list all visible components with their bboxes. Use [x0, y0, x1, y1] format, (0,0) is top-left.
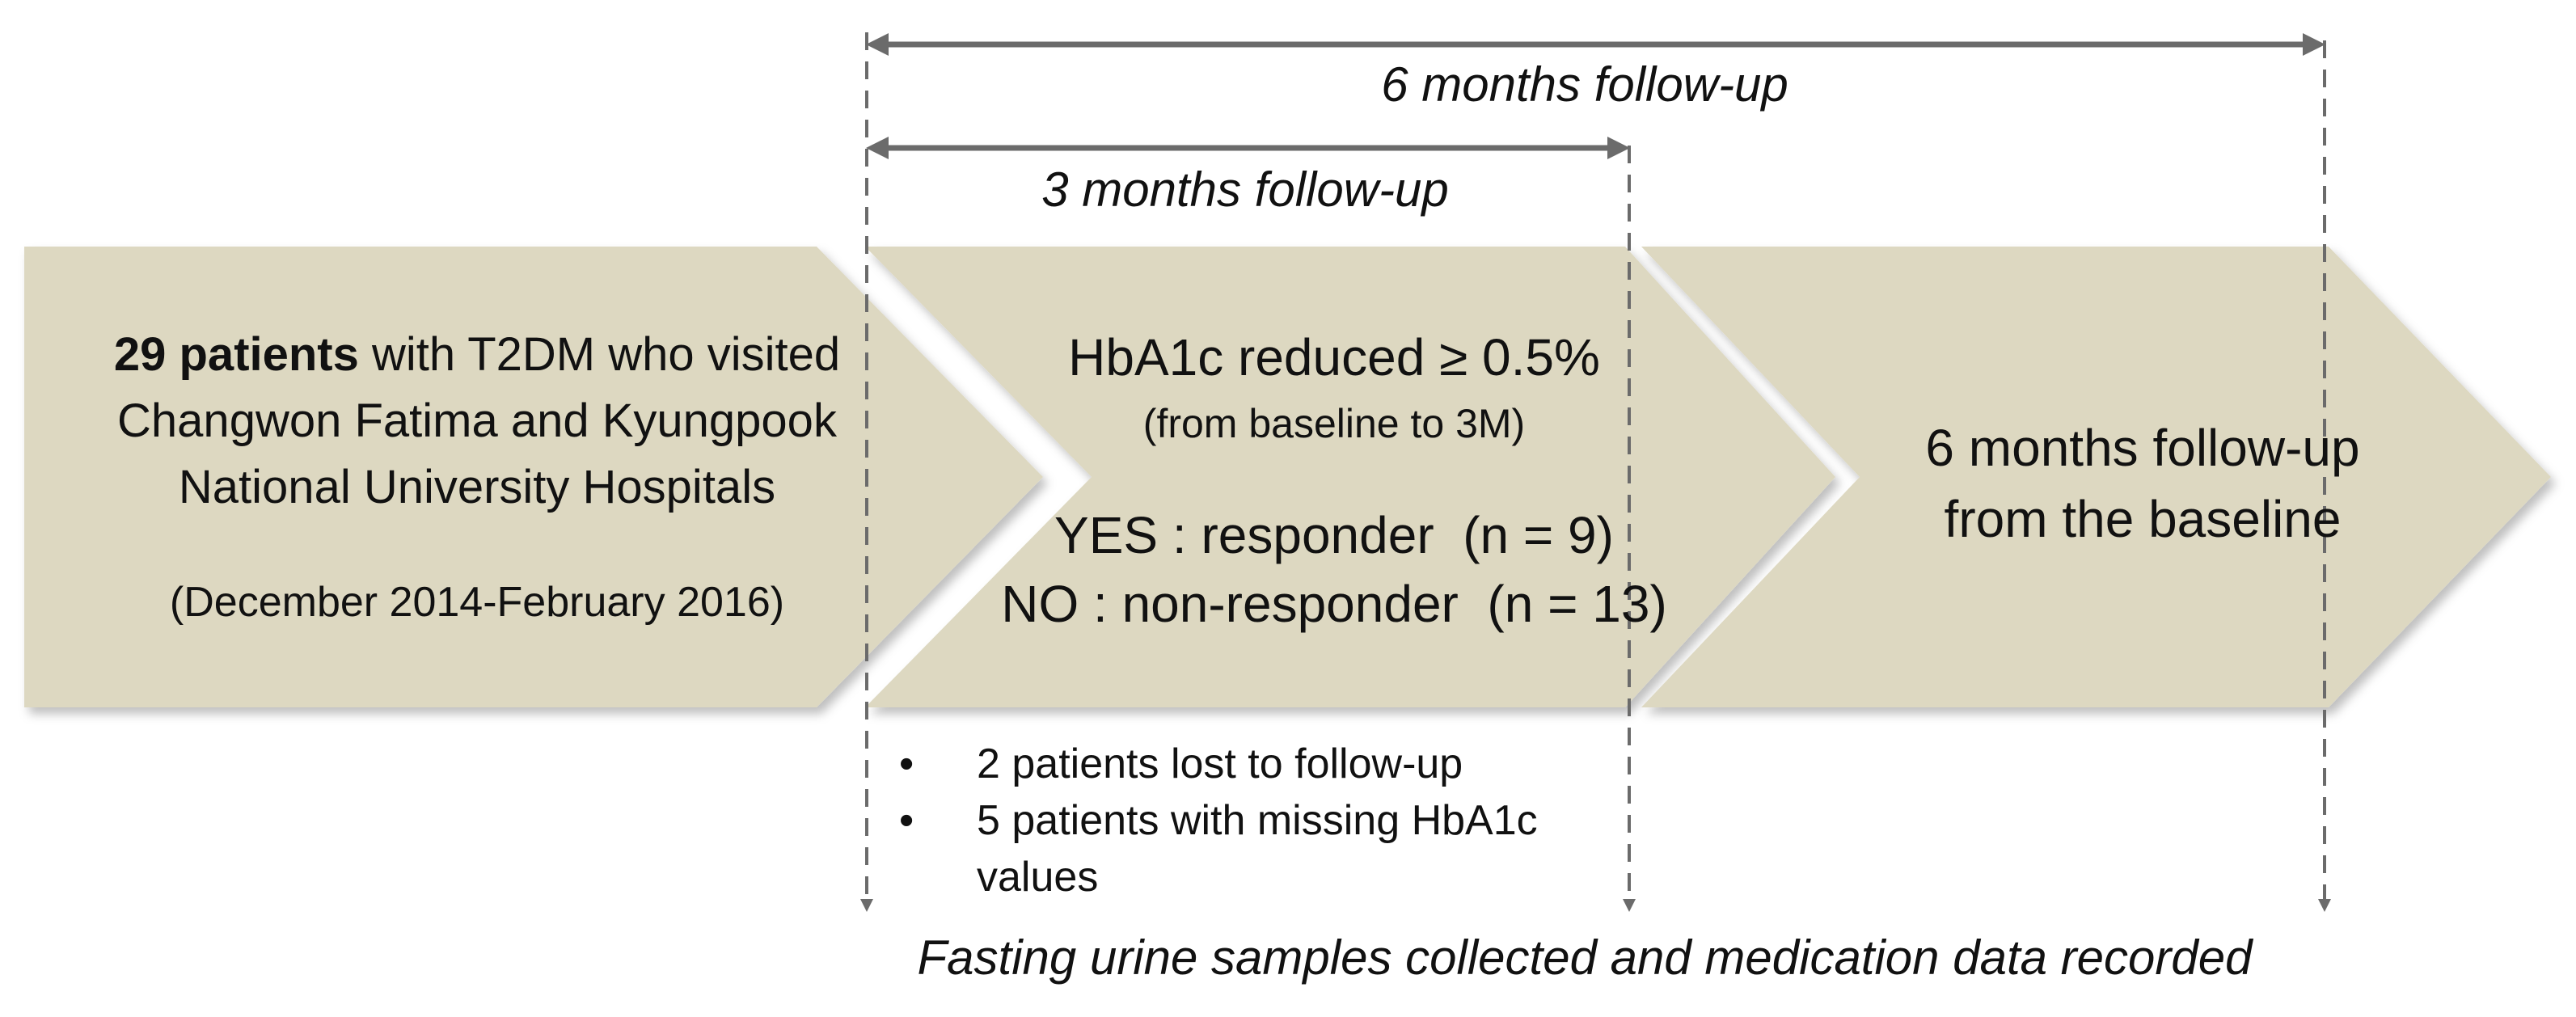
step-1-chevron	[24, 247, 1043, 707]
exclusion-item: • 5 patients with missing HbA1c values	[889, 792, 1704, 905]
step-3-text: 6 months follow-up from the baseline	[1698, 412, 2576, 555]
step-3-line-2: from the baseline	[1944, 490, 2342, 548]
step-2-chevron	[865, 247, 1835, 707]
step-2-criterion-note: (from baseline to 3M)	[1142, 401, 1526, 446]
three-month-span-label: 3 months follow-up	[1041, 162, 1449, 217]
step-1-line-2: Changwon Fatima and Kyungpook	[117, 395, 837, 447]
step-2-no-line: NO : non-responder (n = 13)	[1001, 575, 1667, 633]
step-1-text: 29 patients with T2DM who visited Changw…	[32, 322, 922, 521]
step-1-line-3: National University Hospitals	[178, 461, 776, 513]
exclusion-list: • 2 patients lost to follow-up • 5 patie…	[889, 736, 1704, 905]
exclusion-text: 2 patients lost to follow-up	[977, 741, 1463, 787]
bullet-dot: •	[899, 797, 914, 844]
six-month-span-label: 6 months follow-up	[1381, 57, 1788, 112]
step-3-line-1: 6 months follow-up	[1925, 419, 2360, 477]
step-1-title-line: 29 patients with T2DM who visited	[32, 322, 922, 388]
exclusion-text: 5 patients with missing HbA1c values	[977, 797, 1538, 901]
exclusion-item: • 2 patients lost to follow-up	[889, 736, 1704, 792]
patient-count: 29 patients	[113, 328, 359, 381]
bullet-dot: •	[899, 741, 914, 787]
step-1-title-rest: with T2DM who visited	[358, 328, 841, 381]
sample-collection-note: Fasting urine samples collected and medi…	[917, 930, 2253, 985]
step-1-dates: (December 2014-February 2016)	[169, 579, 785, 626]
step-2-criterion: HbA1c reduced ≥ 0.5%	[1068, 328, 1600, 386]
step-2-yes-line: YES : responder (n = 9)	[1054, 506, 1614, 564]
